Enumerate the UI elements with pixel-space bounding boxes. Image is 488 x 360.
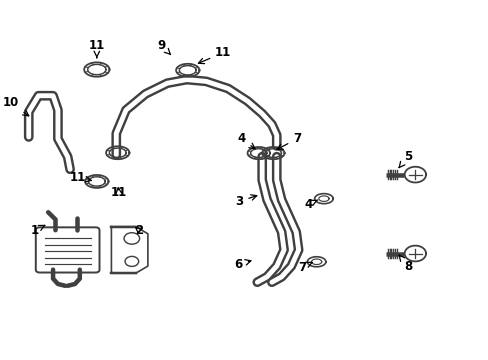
Circle shape	[125, 256, 139, 266]
Text: 7: 7	[297, 261, 311, 274]
Text: 11: 11	[110, 186, 126, 199]
Text: 4: 4	[304, 198, 317, 211]
Text: 11: 11	[198, 46, 231, 64]
Polygon shape	[307, 257, 325, 267]
Polygon shape	[404, 246, 425, 261]
Text: 2: 2	[135, 224, 143, 237]
Text: 11: 11	[88, 39, 105, 58]
Text: 1: 1	[31, 224, 45, 237]
Text: 4: 4	[237, 132, 254, 149]
Text: 6: 6	[234, 258, 250, 271]
Text: 5: 5	[398, 150, 411, 168]
Polygon shape	[314, 194, 332, 204]
Text: 3: 3	[235, 195, 256, 208]
Text: 10: 10	[2, 96, 29, 116]
Polygon shape	[111, 226, 147, 273]
Polygon shape	[404, 167, 425, 183]
Text: 11: 11	[69, 171, 91, 184]
Text: 9: 9	[157, 39, 170, 54]
FancyBboxPatch shape	[36, 227, 99, 273]
Circle shape	[124, 233, 140, 244]
Text: 7: 7	[277, 132, 301, 149]
Text: 8: 8	[398, 255, 411, 273]
